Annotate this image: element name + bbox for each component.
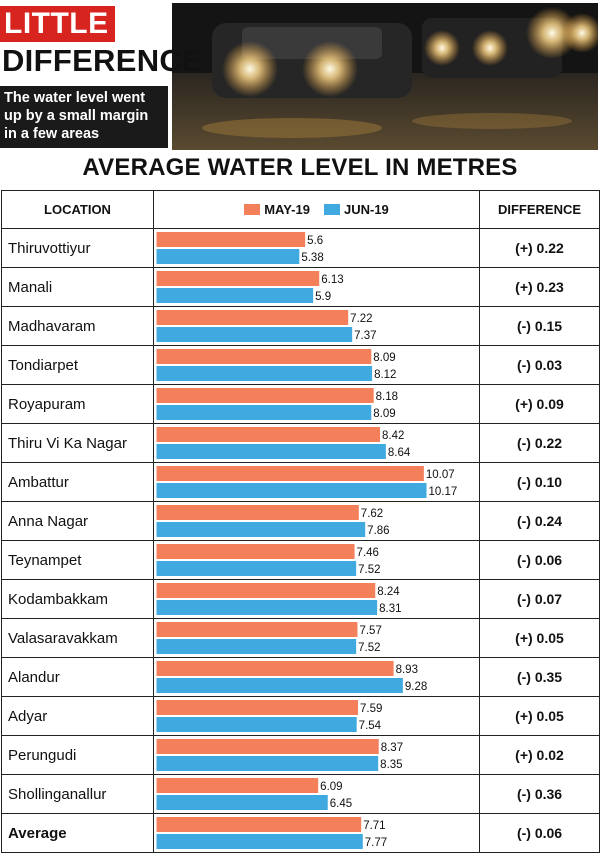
table-row: Kodambakkam (-) 0.07 — [1, 579, 600, 619]
row-plot-cell — [153, 540, 480, 580]
row-location: Royapuram — [1, 384, 154, 424]
legend-swatch-may — [244, 204, 261, 215]
row-plot-cell — [153, 345, 480, 385]
row-location: Anna Nagar — [1, 501, 154, 541]
row-difference: (-) 0.03 — [479, 345, 600, 385]
legend-swatch-jun — [323, 204, 340, 215]
row-location: Average — [1, 813, 154, 853]
row-plot-cell — [153, 384, 480, 424]
table-row: Average (-) 0.06 — [1, 813, 600, 853]
table-row: Shollinganallur (-) 0.36 — [1, 774, 600, 814]
row-plot-cell — [153, 267, 480, 307]
table-row: Alandur (-) 0.35 — [1, 657, 600, 697]
row-location: Adyar — [1, 696, 154, 736]
column-header-location: LOCATION — [1, 190, 154, 229]
table-row: Anna Nagar (-) 0.24 — [1, 501, 600, 541]
row-location: Manali — [1, 267, 154, 307]
row-plot-cell — [153, 306, 480, 346]
row-difference: (-) 0.15 — [479, 306, 600, 346]
row-difference: (-) 0.07 — [479, 579, 600, 619]
legend-item-may: MAY-19 — [244, 202, 310, 217]
row-difference: (-) 0.06 — [479, 540, 600, 580]
table-row: Valasaravakkam (+) 0.05 — [1, 618, 600, 658]
headline: DIFFERENCE — [2, 43, 204, 78]
table-header-row: LOCATION MAY-19 JUN-19 DIFFERENCE — [1, 190, 600, 229]
legend: MAY-19 JUN-19 — [153, 190, 480, 229]
row-plot-cell — [153, 462, 480, 502]
legend-item-jun: JUN-19 — [323, 202, 389, 217]
row-plot-cell — [153, 657, 480, 697]
row-difference: (-) 0.24 — [479, 501, 600, 541]
table-row: Tondiarpet (-) 0.03 — [1, 345, 600, 385]
chart-title: AVERAGE WATER LEVEL IN METRES — [82, 154, 518, 181]
column-header-difference: DIFFERENCE — [479, 190, 600, 229]
row-plot-cell — [153, 228, 480, 268]
header-photo — [172, 3, 598, 150]
row-difference: (-) 0.36 — [479, 774, 600, 814]
row-difference: (+) 0.22 — [479, 228, 600, 268]
kicker-tag: LITTLE — [0, 6, 115, 42]
row-location: Thiruvottiyur — [1, 228, 154, 268]
table-row: Thiruvottiyur (+) 0.22 — [1, 228, 600, 268]
header: LITTLE DIFFERENCE The water level went u… — [0, 0, 600, 152]
row-difference: (-) 0.35 — [479, 657, 600, 697]
row-plot-cell — [153, 735, 480, 775]
row-difference: (-) 0.10 — [479, 462, 600, 502]
row-difference: (+) 0.05 — [479, 696, 600, 736]
row-location: Ambattur — [1, 462, 154, 502]
table-row: Thiru Vi Ka Nagar (-) 0.22 — [1, 423, 600, 463]
row-plot-cell — [153, 813, 480, 853]
row-plot-cell — [153, 423, 480, 463]
row-difference: (+) 0.02 — [479, 735, 600, 775]
row-difference: (+) 0.05 — [479, 618, 600, 658]
row-location: Kodambakkam — [1, 579, 154, 619]
row-location: Valasaravakkam — [1, 618, 154, 658]
row-plot-cell — [153, 774, 480, 814]
water-level-table: LOCATION MAY-19 JUN-19 DIFFERENCE Thiruv… — [1, 190, 600, 853]
row-plot-cell — [153, 696, 480, 736]
row-plot-cell — [153, 579, 480, 619]
row-plot-cell — [153, 501, 480, 541]
table-row: Manali (+) 0.23 — [1, 267, 600, 307]
row-location: Madhavaram — [1, 306, 154, 346]
row-location: Alandur — [1, 657, 154, 697]
dek-text: The water level went up by a small margi… — [0, 86, 168, 148]
row-location: Tondiarpet — [1, 345, 154, 385]
row-plot-cell — [153, 618, 480, 658]
row-location: Perungudi — [1, 735, 154, 775]
row-difference: (-) 0.06 — [479, 813, 600, 853]
legend-label-may: MAY-19 — [264, 202, 310, 217]
table-row: Adyar (+) 0.05 — [1, 696, 600, 736]
row-difference: (+) 0.23 — [479, 267, 600, 307]
table-row: Ambattur (-) 0.10 — [1, 462, 600, 502]
table-row: Perungudi (+) 0.02 — [1, 735, 600, 775]
row-location: Shollinganallur — [1, 774, 154, 814]
row-difference: (+) 0.09 — [479, 384, 600, 424]
legend-label-jun: JUN-19 — [343, 202, 389, 217]
row-difference: (-) 0.22 — [479, 423, 600, 463]
table-row: Teynampet (-) 0.06 — [1, 540, 600, 580]
row-location: Thiru Vi Ka Nagar — [1, 423, 154, 463]
table-row: Royapuram (+) 0.09 — [1, 384, 600, 424]
row-location: Teynampet — [1, 540, 154, 580]
table-row: Madhavaram (-) 0.15 — [1, 306, 600, 346]
